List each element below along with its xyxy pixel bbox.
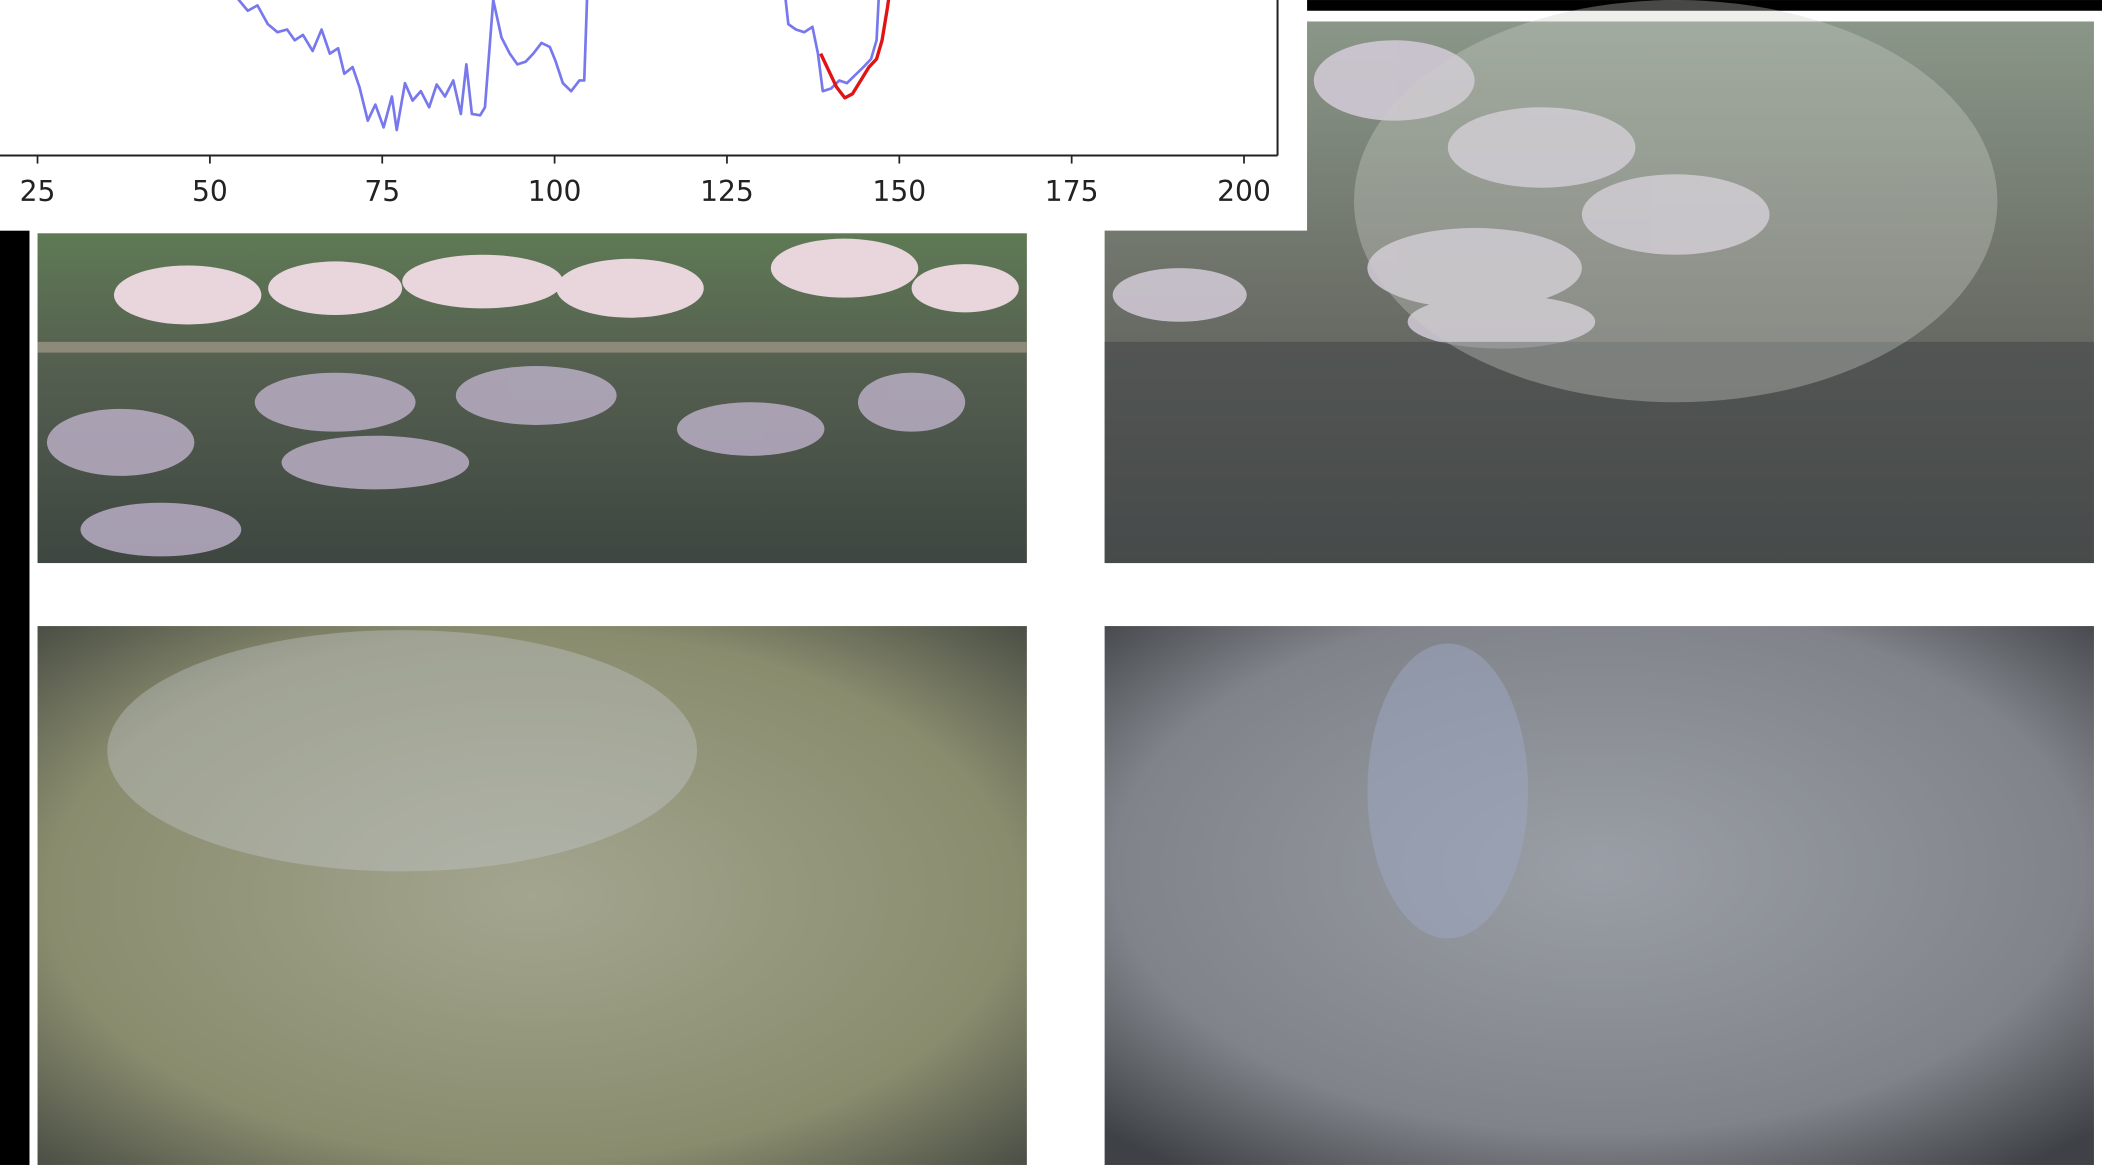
screenshot: 25 50 75 100 125 150 175 200 xyxy=(0,0,2102,1165)
black-strip xyxy=(0,231,29,1165)
x-tick-label: 25 xyxy=(20,175,56,208)
x-tick-label: 200 xyxy=(1217,175,1271,208)
page: 255075100125150175200 (() => { const dat… xyxy=(0,0,2102,1165)
photo xyxy=(38,626,1027,1165)
photo xyxy=(38,233,1027,563)
x-tick-label: 175 xyxy=(1045,175,1099,208)
photo xyxy=(1105,626,2094,1165)
x-tick-label: 75 xyxy=(364,175,400,208)
x-tick-label: 50 xyxy=(192,175,228,208)
x-tick-label: 125 xyxy=(700,175,754,208)
x-tick-label: 150 xyxy=(872,175,926,208)
x-tick-label: 100 xyxy=(528,175,582,208)
